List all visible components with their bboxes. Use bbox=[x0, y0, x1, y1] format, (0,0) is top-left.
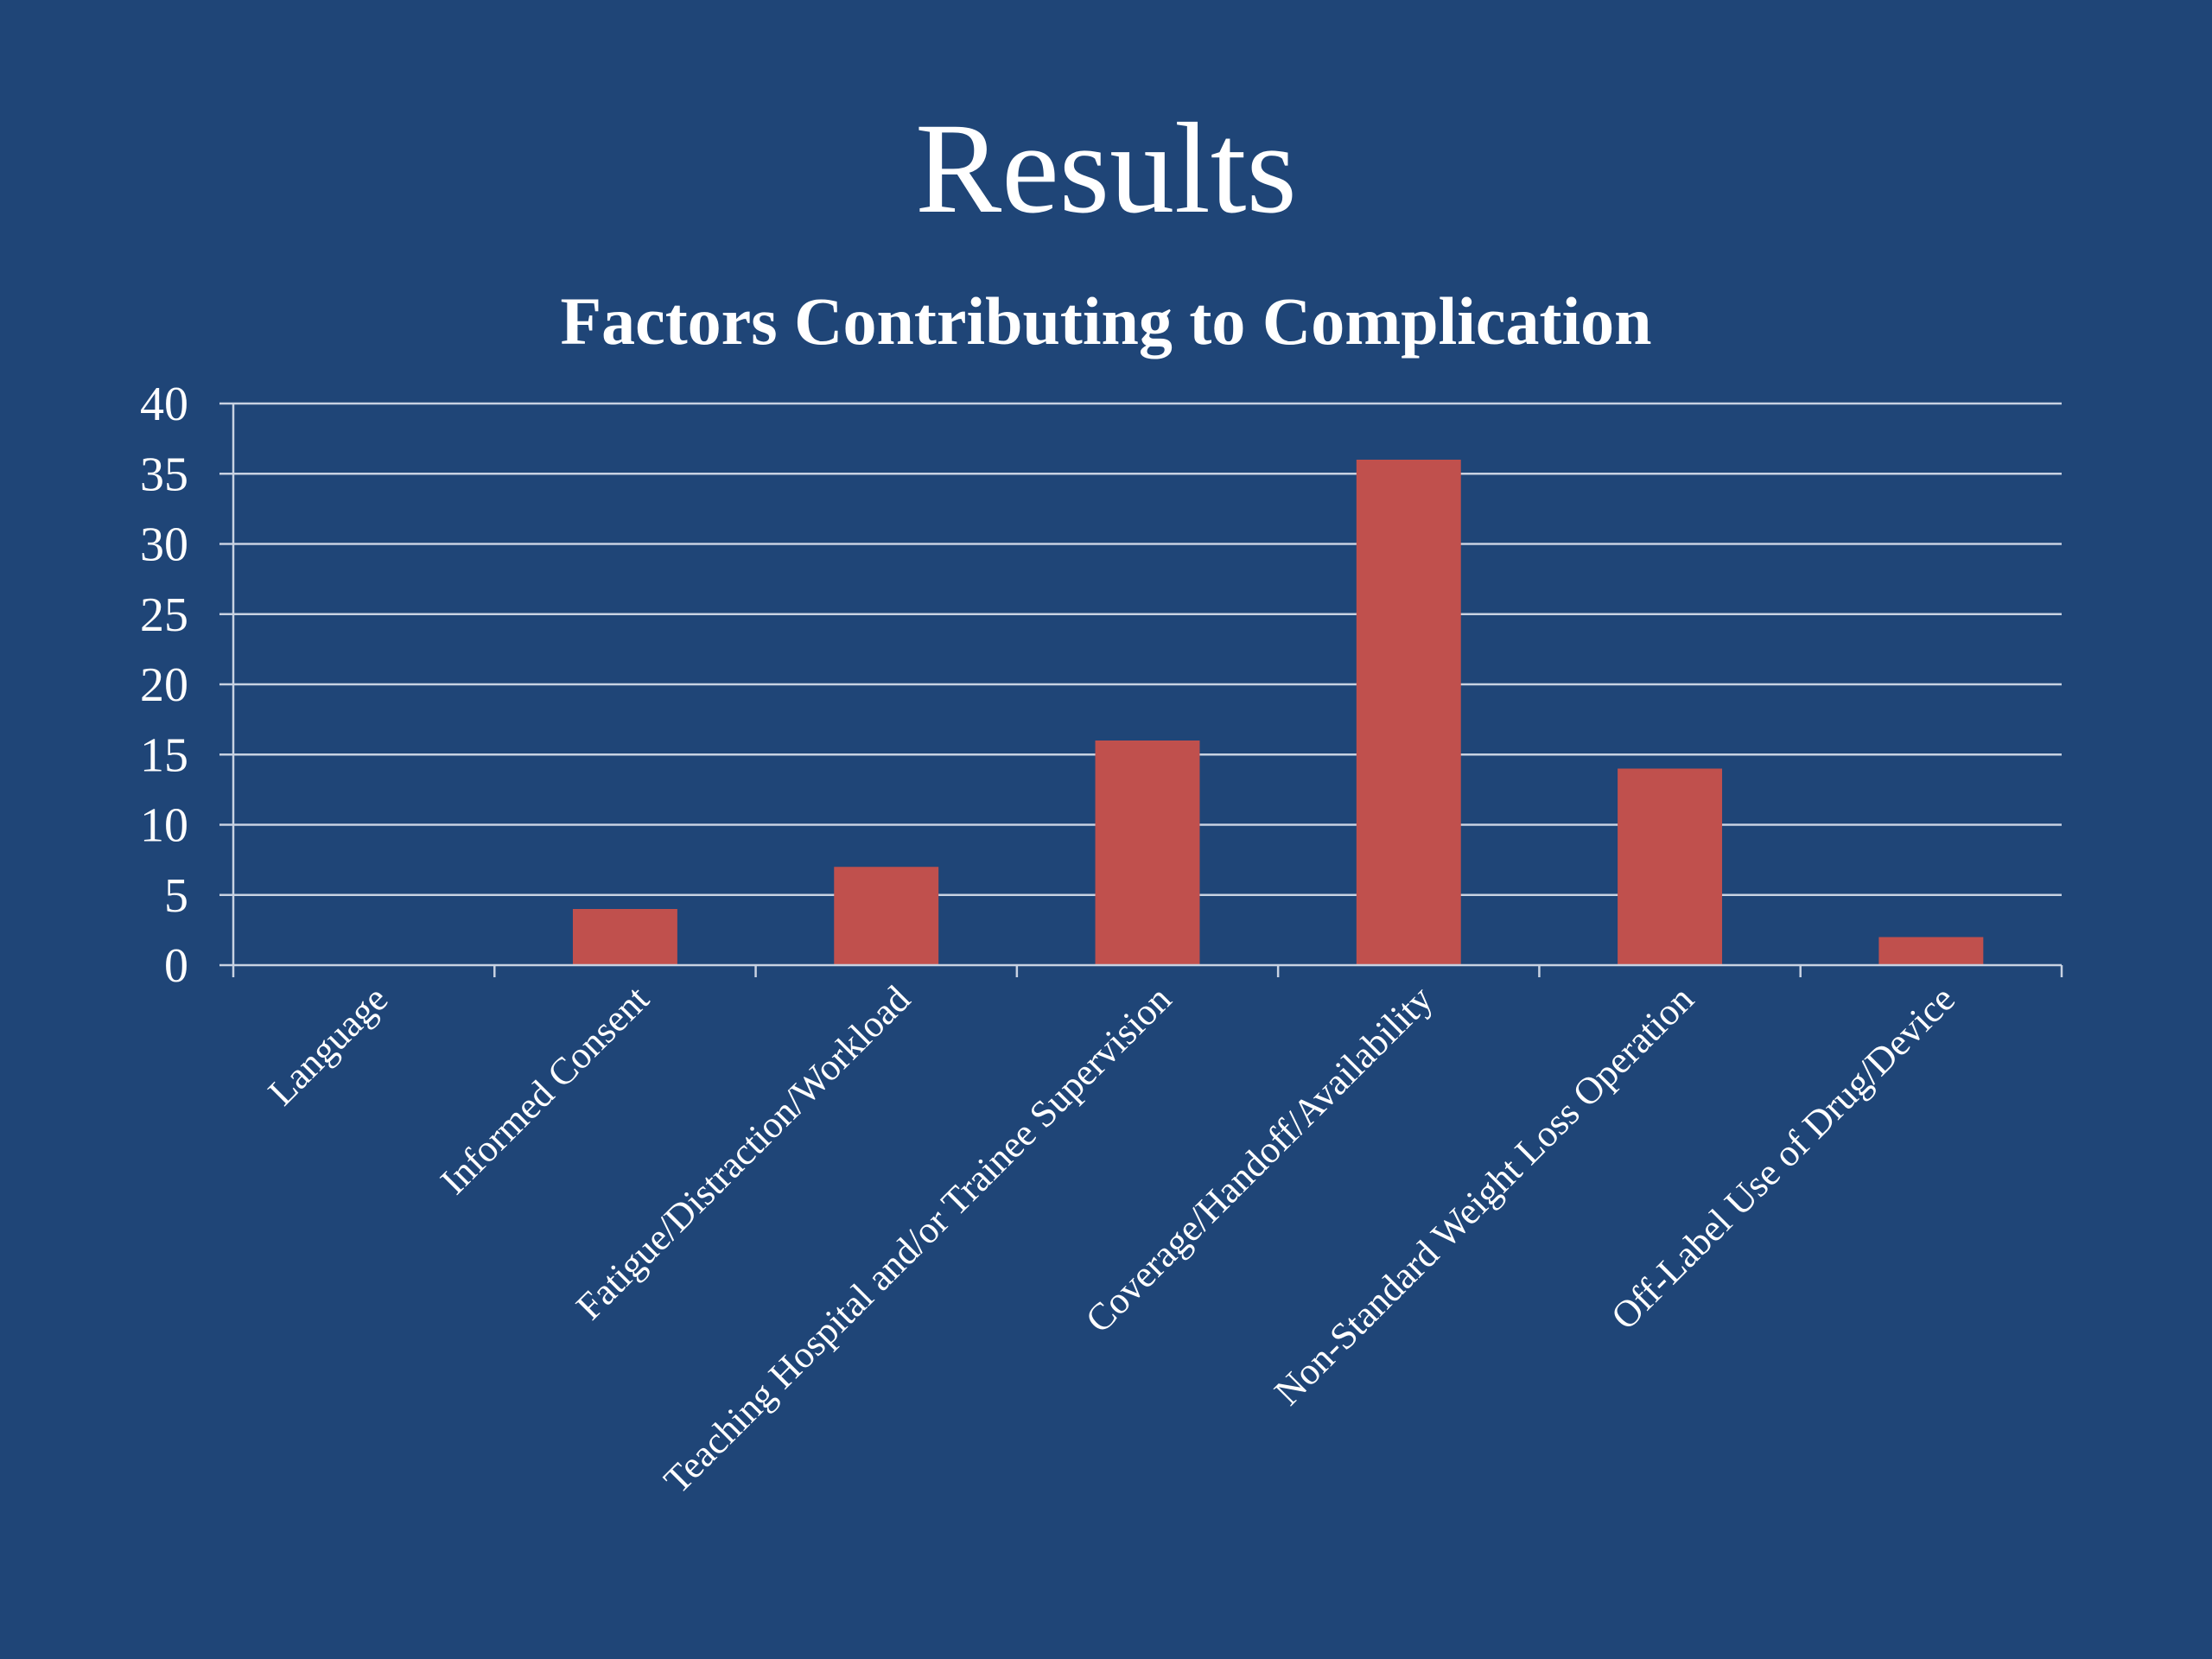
chart-title: Factors Contributing to Complication bbox=[560, 283, 1651, 359]
bars bbox=[572, 460, 1984, 965]
y-tick-label: 30 bbox=[140, 518, 188, 572]
bar bbox=[1878, 937, 1984, 965]
y-tick-label: 15 bbox=[140, 728, 188, 782]
axes bbox=[219, 402, 2063, 977]
y-tick-label: 0 bbox=[164, 939, 188, 993]
bar bbox=[1618, 768, 1723, 965]
y-tick-label: 10 bbox=[140, 799, 188, 853]
y-tick-label: 40 bbox=[140, 378, 188, 431]
y-tick-label: 35 bbox=[140, 448, 188, 501]
bar bbox=[572, 909, 677, 965]
y-tick-label: 5 bbox=[164, 869, 188, 923]
x-tick-label: Teaching Hospital and/or Trainee Supervi… bbox=[656, 977, 1179, 1501]
x-tick-label: Language bbox=[260, 977, 396, 1113]
bar bbox=[834, 867, 939, 965]
x-tick-label: Non-Standard Weight Loss Operation bbox=[1266, 977, 1701, 1413]
slide-title: Results bbox=[915, 97, 1297, 240]
y-tick-label: 25 bbox=[140, 588, 188, 642]
x-tick-label: Informed Consent bbox=[432, 977, 657, 1202]
x-tick-labels: Language Informed ConsentFatigue/Distract… bbox=[260, 977, 1963, 1501]
bar bbox=[1356, 460, 1461, 965]
y-tick-label: 20 bbox=[140, 658, 188, 712]
bar bbox=[1095, 741, 1200, 965]
y-tick-labels: 0 5 10 15 20 25 30 35 40 bbox=[140, 378, 188, 993]
